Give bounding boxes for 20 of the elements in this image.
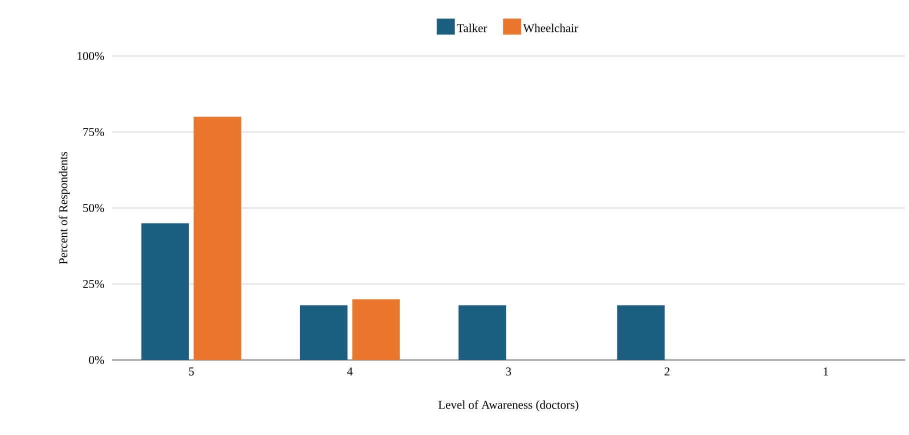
- bar: [141, 223, 189, 360]
- x-tick-label: 5: [189, 368, 194, 376]
- y-tick-label: 25%: [83, 280, 104, 288]
- y-tick-label: 75%: [83, 128, 104, 136]
- bar: [300, 305, 348, 360]
- y-axis-title: Percent of Respondents: [58, 152, 70, 264]
- legend-label: Wheelchair: [523, 24, 578, 32]
- x-axis-title: Level of Awareness (doctors): [438, 400, 578, 412]
- bar: [458, 305, 506, 360]
- y-tick-label: 0%: [89, 356, 104, 364]
- bar: [194, 116, 242, 360]
- x-tick-label: 4: [347, 368, 353, 376]
- x-tick-label: 1: [824, 368, 828, 376]
- legend-label: Talker: [457, 24, 488, 32]
- x-tick-label: 2: [664, 368, 670, 376]
- y-tick-label: 100%: [78, 52, 104, 60]
- x-tick-label: 3: [506, 368, 512, 376]
- bar: [617, 305, 665, 360]
- y-tick-label: 50%: [83, 204, 104, 212]
- bar: [352, 299, 400, 360]
